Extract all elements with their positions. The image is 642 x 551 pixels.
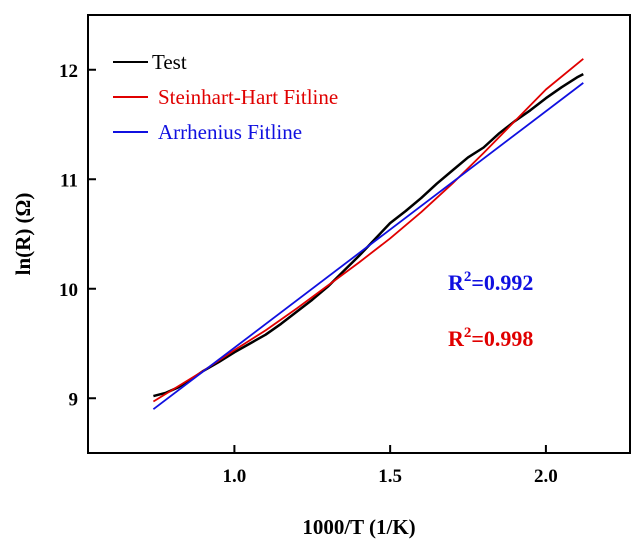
r2-arrhenius-annotation: R2=0.992 — [448, 269, 533, 295]
axis-ticks: 1.0 1.5 2.0 9 10 11 12 — [59, 61, 558, 487]
legend-label-test: Test — [152, 50, 187, 74]
series-layer — [152, 58, 584, 410]
legend-label-arrhenius: Arrhenius Fitline — [158, 120, 302, 144]
x-tick-label: 1.0 — [223, 466, 247, 487]
y-tick-label: 9 — [69, 389, 79, 410]
legend: Test Steinhart-Hart Fitline Arrhenius Fi… — [113, 50, 338, 144]
series-arrhenius-line — [152, 82, 584, 410]
plot-frame — [87, 14, 631, 454]
r2-arrhenius-base: R — [448, 270, 465, 295]
r2-arrhenius-value: =0.992 — [471, 270, 533, 295]
r2-steinhart-annotation: R2=0.998 — [448, 325, 533, 351]
x-tick-label: 2.0 — [534, 466, 558, 487]
x-tick-label: 1.5 — [378, 466, 402, 487]
y-axis-title: ln(R) (Ω) — [11, 193, 35, 276]
y-tick-label: 12 — [59, 61, 78, 82]
r2-steinhart-value: =0.998 — [471, 326, 533, 351]
x-axis-title: 1000/T (1/K) — [302, 515, 415, 539]
y-tick-label: 11 — [60, 170, 78, 191]
r2-steinhart-sup: 2 — [464, 325, 472, 341]
series-steinhart-hart-line — [152, 58, 584, 403]
r2-steinhart-base: R — [448, 326, 465, 351]
legend-label-steinhart-hart: Steinhart-Hart Fitline — [158, 85, 338, 109]
y-tick-label: 10 — [59, 280, 78, 301]
r2-arrhenius-sup: 2 — [464, 269, 472, 285]
